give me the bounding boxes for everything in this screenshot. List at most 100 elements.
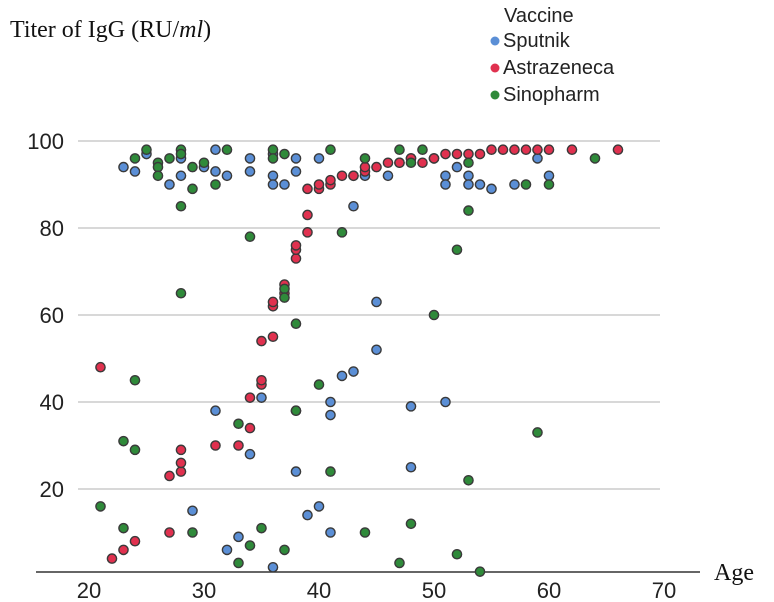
data-point-sputnik (474, 179, 486, 190)
data-point-sinopharm (267, 153, 279, 164)
data-point-sputnik (336, 370, 348, 382)
legend-label-astrazeneca: Astrazeneca (503, 57, 615, 79)
legend-label-sputnik: Sputnik (503, 30, 571, 52)
data-point-sinopharm (543, 179, 555, 190)
data-point-astrazeneca (210, 440, 221, 451)
data-point-sputnik (325, 527, 336, 538)
x-tick-label: 40 (307, 578, 331, 602)
legend-marker-sputnik (490, 36, 500, 46)
y-axis-title: Titer of IgG (RU/ml) (10, 17, 211, 43)
data-point-sinopharm (267, 144, 279, 155)
data-point-astrazeneca (486, 144, 497, 155)
data-point-astrazeneca (520, 144, 532, 155)
data-point-astrazeneca (175, 444, 187, 456)
series-sputnik (118, 144, 555, 573)
data-point-astrazeneca (267, 331, 279, 343)
data-point-astrazeneca (566, 144, 578, 155)
data-point-sinopharm (290, 318, 302, 330)
data-point-sinopharm (451, 244, 463, 256)
data-point-astrazeneca (256, 374, 267, 386)
data-point-sputnik (302, 509, 313, 521)
data-point-sputnik (463, 179, 474, 190)
y-tick-label: 100 (27, 129, 64, 154)
data-point-sputnik (509, 179, 520, 190)
data-point-astrazeneca (129, 535, 141, 547)
data-point-sinopharm (394, 144, 405, 155)
data-point-sinopharm (221, 144, 233, 155)
data-point-astrazeneca (256, 335, 267, 347)
y-axis-title-prefix: Titer of IgG (RU/ (10, 17, 179, 43)
data-point-astrazeneca (382, 157, 394, 169)
data-point-astrazeneca (290, 253, 302, 264)
data-point-sinopharm (520, 179, 532, 190)
legend-label-sinopharm: Sinopharm (503, 84, 600, 106)
data-point-astrazeneca (336, 170, 348, 182)
legend-marker-sinopharm (490, 90, 500, 100)
data-point-sinopharm (118, 435, 129, 447)
data-point-sputnik (267, 170, 279, 182)
data-point-sputnik (175, 170, 187, 182)
data-point-astrazeneca (164, 470, 175, 482)
data-point-astrazeneca (612, 144, 624, 155)
data-point-sputnik (118, 161, 129, 173)
data-point-astrazeneca (417, 157, 428, 169)
data-point-sputnik (256, 392, 267, 403)
data-point-sinopharm (175, 287, 187, 299)
data-point-sinopharm (244, 231, 256, 242)
data-point-sputnik (244, 153, 256, 164)
data-point-sputnik (371, 344, 382, 356)
data-point-sinopharm (279, 283, 290, 295)
data-point-sinopharm (175, 200, 187, 212)
data-point-sputnik (371, 296, 382, 308)
data-point-sinopharm (187, 161, 198, 173)
y-tick-label: 80 (40, 216, 64, 241)
data-point-sputnik (221, 170, 233, 182)
data-point-sinopharm (233, 418, 244, 430)
data-point-sputnik (210, 405, 221, 417)
data-point-astrazeneca (244, 422, 256, 434)
data-point-sinopharm (279, 292, 290, 303)
data-point-sputnik (290, 466, 302, 477)
data-point-astrazeneca (233, 440, 244, 451)
data-point-sinopharm (279, 544, 290, 556)
tick-labels: 20 40 60 80 100 20 30 40 50 60 70 (27, 129, 676, 602)
data-point-astrazeneca (244, 392, 256, 403)
data-point-astrazeneca (118, 544, 129, 556)
data-point-astrazeneca (175, 457, 187, 469)
data-point-sinopharm (417, 144, 428, 155)
data-point-sputnik (325, 396, 336, 408)
data-point-astrazeneca (325, 174, 336, 186)
data-point-sinopharm (474, 566, 486, 577)
data-point-astrazeneca (497, 144, 509, 155)
x-tick-label: 70 (652, 578, 676, 602)
data-point-sinopharm (129, 444, 141, 456)
data-point-sputnik (532, 153, 543, 164)
data-point-sinopharm (589, 153, 601, 164)
data-point-astrazeneca (463, 148, 474, 160)
data-point-astrazeneca (164, 527, 175, 538)
data-point-sinopharm (290, 405, 302, 417)
x-tick-label: 60 (537, 578, 561, 602)
data-point-sinopharm (118, 522, 129, 534)
data-point-sputnik (129, 166, 141, 177)
data-point-astrazeneca (302, 183, 313, 195)
data-point-astrazeneca (290, 240, 302, 251)
gridlines (78, 140, 660, 490)
data-point-sputnik (244, 166, 256, 177)
data-point-sputnik (405, 401, 417, 412)
data-point-astrazeneca (175, 466, 187, 477)
x-axis-title: Age (714, 560, 754, 586)
x-tick-label: 20 (77, 578, 101, 602)
y-tick-label: 60 (40, 303, 64, 328)
data-point-astrazeneca (95, 361, 106, 373)
data-point-sputnik (290, 153, 302, 164)
data-point-sinopharm (95, 501, 106, 512)
data-point-sinopharm (359, 153, 371, 164)
data-point-sinopharm (279, 148, 290, 160)
data-point-sinopharm (313, 379, 325, 390)
data-point-sputnik (187, 505, 198, 517)
data-point-astrazeneca (359, 161, 371, 173)
data-point-astrazeneca (532, 144, 543, 155)
data-point-astrazeneca (302, 209, 313, 221)
